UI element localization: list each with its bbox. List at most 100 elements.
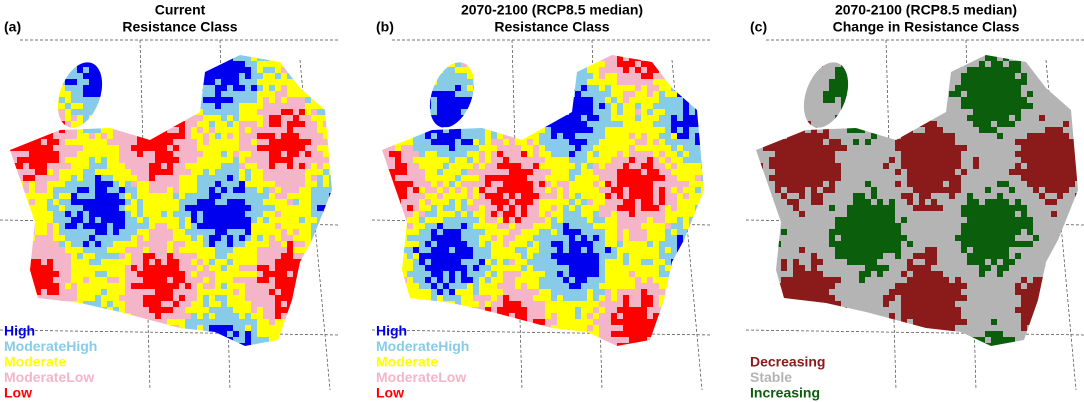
map-cell (605, 241, 611, 247)
map-cell (257, 301, 263, 307)
map-cell (305, 61, 311, 67)
map-cell (41, 271, 47, 277)
map-cell (215, 331, 221, 337)
boundary-line (0, 329, 341, 336)
map-cell (35, 175, 41, 181)
map-cell (251, 325, 257, 331)
map-cell (293, 73, 299, 79)
map-cell (395, 103, 401, 109)
map-cell (593, 271, 599, 277)
map-cell (659, 109, 665, 115)
map-cell (107, 307, 113, 313)
map-cell (629, 265, 635, 271)
map-cell (569, 181, 575, 187)
map-cell (419, 157, 425, 163)
map-cell (455, 85, 461, 91)
map-cell (677, 97, 683, 103)
map-cell (485, 55, 491, 61)
map-cell (431, 133, 437, 139)
map-cell (401, 163, 407, 169)
map-cell (203, 235, 209, 241)
map-cell (221, 349, 227, 355)
map-cell (83, 121, 89, 127)
map-cell (23, 181, 29, 187)
map-cell (563, 283, 569, 289)
map-cell (533, 175, 539, 181)
map-cell (329, 247, 332, 253)
map-cell (473, 175, 479, 181)
map-cell (671, 259, 677, 265)
map-cell (689, 175, 695, 181)
map-cell (695, 145, 701, 151)
map-cell (257, 175, 263, 181)
map-cell (623, 229, 629, 235)
map-cell (587, 85, 593, 91)
map-cell (527, 229, 533, 235)
map-cell (407, 73, 413, 79)
map-cell (443, 151, 449, 157)
map-cell (329, 145, 332, 151)
map-cell (581, 169, 587, 175)
map-cell (617, 55, 623, 61)
map-cell (395, 241, 401, 247)
map-cell (143, 187, 149, 193)
map-cell (551, 97, 557, 103)
map-cell (677, 103, 683, 109)
map-cell (23, 55, 29, 61)
map-cell (587, 79, 593, 85)
map-cell (89, 319, 95, 325)
map-cell (629, 193, 635, 199)
map-cell (17, 85, 23, 91)
map-cell (479, 193, 485, 199)
map-cell (521, 139, 527, 145)
map-cell (305, 223, 311, 229)
map-cell (521, 271, 527, 277)
map-cell (617, 211, 623, 217)
map-cell (17, 199, 23, 205)
map-cell (77, 301, 83, 307)
map-cell (149, 109, 155, 115)
map-cell (671, 169, 677, 175)
map-cell (119, 253, 125, 259)
map-cell (275, 325, 281, 331)
map-cell (581, 91, 587, 97)
map-cell (521, 217, 527, 223)
map-cell (125, 283, 131, 289)
map-cell (29, 217, 35, 223)
map-cell (575, 205, 581, 211)
map-cell (665, 91, 671, 97)
map-cell (641, 229, 647, 235)
map-cell (635, 211, 641, 217)
map-cell (65, 187, 71, 193)
map-cell (293, 229, 299, 235)
map-cell (65, 97, 71, 103)
map-cell (677, 109, 683, 115)
map-cell (503, 157, 509, 163)
map-cell (449, 151, 455, 157)
map-cell (461, 85, 467, 91)
map-cell (23, 271, 29, 277)
map-cell (53, 163, 59, 169)
map-cell (11, 187, 17, 193)
map-cell (281, 301, 287, 307)
map-cell (161, 127, 167, 133)
map-cell (419, 241, 425, 247)
map-cell (107, 295, 113, 301)
map-cell (689, 217, 695, 223)
map-cell (101, 325, 107, 331)
map-cell (503, 121, 509, 127)
map-cell (485, 223, 491, 229)
map-cell (119, 139, 125, 145)
map-cell (431, 175, 437, 181)
map-cell (665, 79, 671, 85)
map-cell (401, 91, 407, 97)
map-cell (539, 157, 545, 163)
map-cell (521, 175, 527, 181)
map-cell (47, 145, 53, 151)
map-cell (311, 187, 317, 193)
map-cell (107, 325, 113, 331)
map-cell (257, 211, 263, 217)
map-cell (155, 103, 161, 109)
map-cell (53, 199, 59, 205)
map-cell (293, 259, 299, 265)
